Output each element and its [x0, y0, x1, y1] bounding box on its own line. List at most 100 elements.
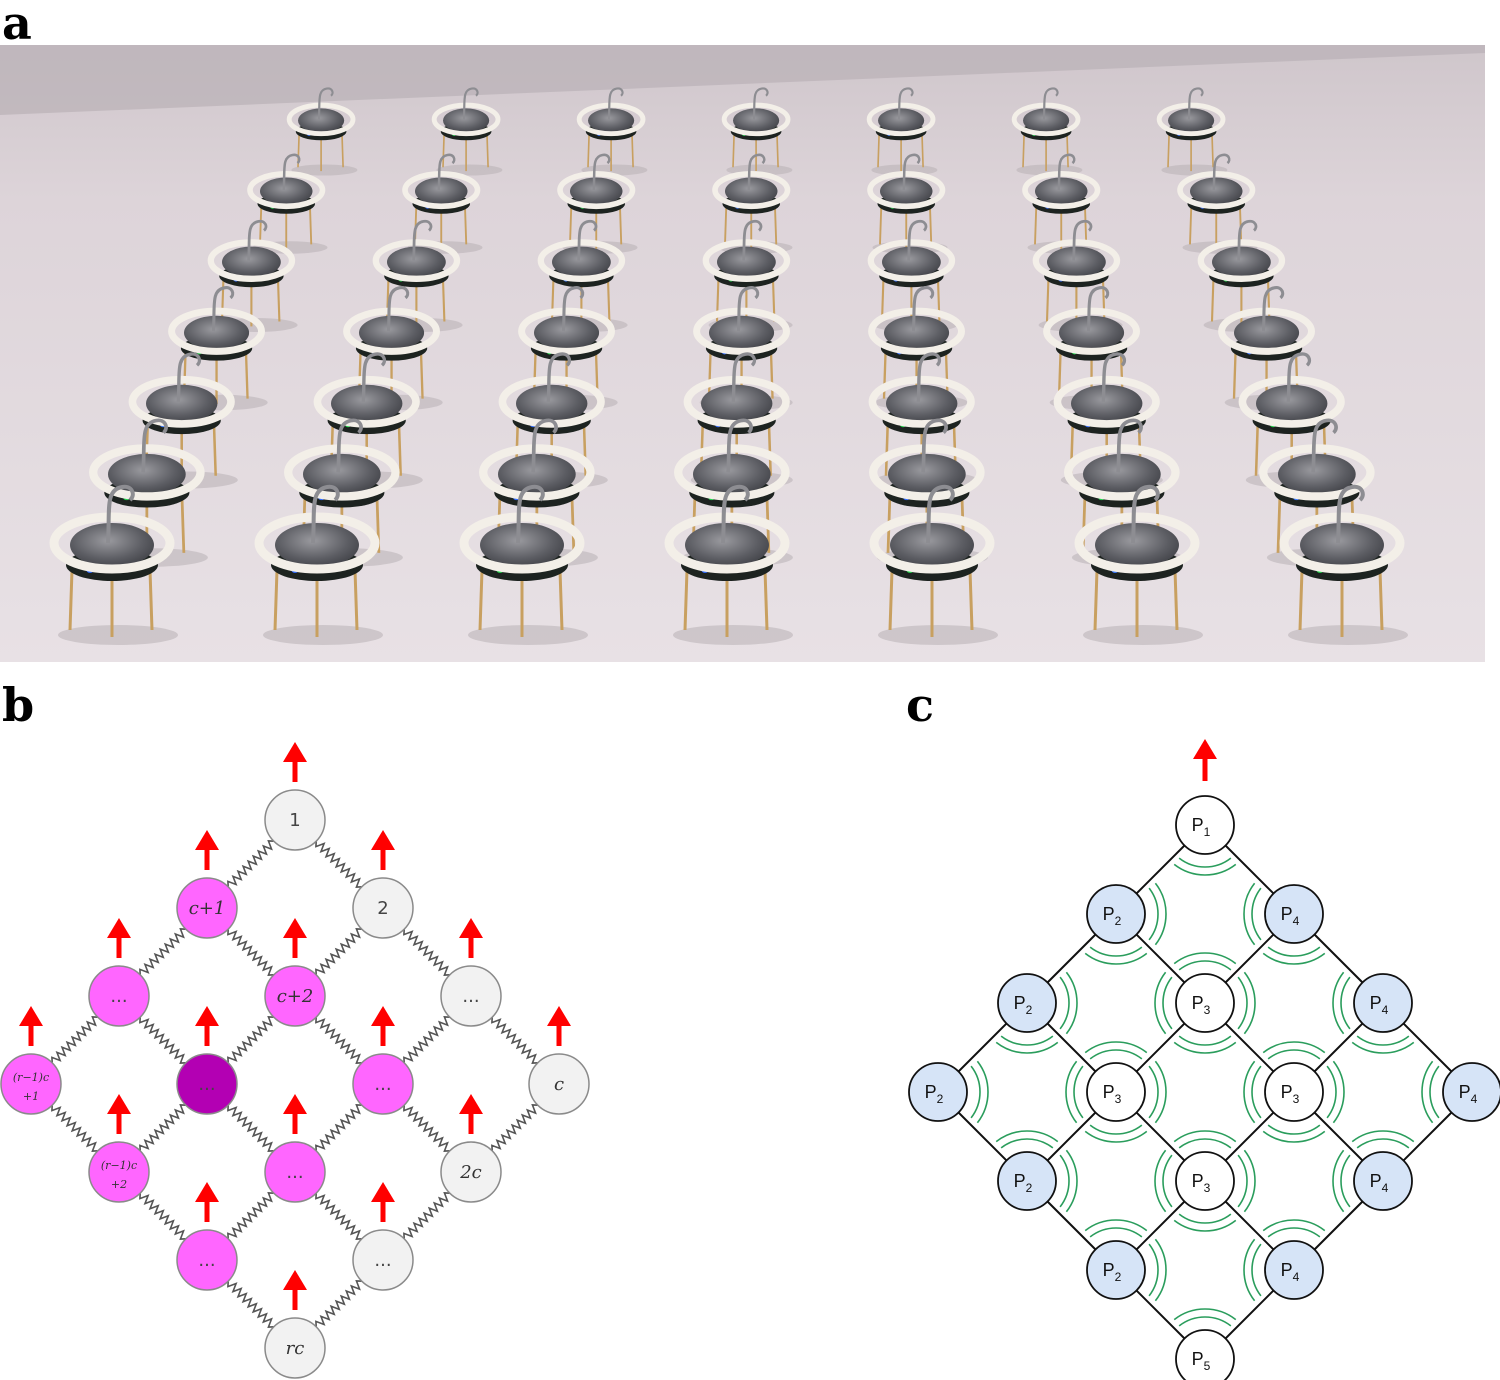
node-label: c+1: [189, 898, 226, 919]
lattice-node: [176, 1053, 238, 1115]
robot-shadow: [673, 625, 793, 645]
angle-arc: [1162, 976, 1173, 1030]
robot-battery: [1023, 108, 1070, 133]
node-label-main: P: [1192, 1349, 1204, 1369]
robot: [576, 87, 648, 176]
robot-battery: [443, 108, 490, 133]
robot-ring: [343, 307, 440, 355]
robot-battery: [516, 384, 588, 423]
robot-leg: [464, 206, 468, 245]
node-label: c+2: [277, 986, 314, 1007]
robot-wire-arm: [531, 418, 558, 473]
robot-wire-arm: [211, 286, 235, 332]
node-label: rc: [286, 1338, 305, 1359]
angle-arc: [1237, 976, 1248, 1030]
robot-wire-arm: [546, 352, 572, 402]
robot-leg: [1022, 134, 1025, 168]
robot-leg: [1189, 206, 1193, 245]
node-label: P4: [1370, 1171, 1389, 1195]
node-label-subscript: 1: [1204, 825, 1211, 839]
node-label: 1: [289, 810, 300, 831]
lattice-node: [264, 965, 326, 1027]
angle-arc: [1262, 1219, 1326, 1232]
robot: [402, 153, 483, 254]
spring: [227, 1192, 274, 1239]
lattice-node: [440, 965, 502, 1027]
node-label-subscript: 3: [1204, 1181, 1211, 1195]
node-label: ...: [374, 1250, 391, 1271]
robot-swarm-photo: [0, 45, 1485, 662]
robot-battery: [1278, 453, 1356, 495]
robot-wire-arm: [607, 87, 624, 120]
angle-arc: [1332, 971, 1345, 1035]
angle-arc: [1267, 1227, 1321, 1238]
lattice-node: [264, 1141, 326, 1203]
node-label: P2: [925, 1082, 944, 1106]
spring: [227, 1281, 274, 1328]
arrow-head: [195, 830, 219, 850]
node-label: 2c: [459, 1162, 482, 1183]
robot-battery: [480, 523, 564, 567]
robot-leg: [619, 206, 623, 245]
robot: [1156, 87, 1228, 176]
robot-wire-arm: [282, 153, 301, 191]
lattice-node: [997, 1151, 1057, 1211]
robot: [1279, 484, 1408, 645]
robot-leg: [767, 424, 772, 476]
robot-battery: [888, 453, 966, 495]
angle-arc: [1178, 960, 1232, 971]
robot-leg: [1093, 569, 1099, 631]
angle-arc: [1162, 1154, 1173, 1208]
node-label-subscript: 4: [1382, 1181, 1389, 1195]
robot-leg: [1066, 134, 1069, 168]
angle-arc: [1084, 1041, 1148, 1054]
node-label-subscript: 4: [1293, 914, 1300, 928]
arrow-head: [371, 1006, 395, 1026]
lattice-node: [0, 1053, 62, 1115]
robot-leg: [180, 497, 186, 553]
robot-battery: [275, 523, 359, 567]
robot-ring: [868, 307, 965, 355]
robot-leg: [569, 206, 573, 245]
robot-battery: [146, 384, 218, 423]
spring: [315, 1193, 362, 1240]
robot-wire-arm: [106, 484, 135, 544]
robot-ring: [1197, 239, 1286, 282]
robot-ring: [1053, 375, 1160, 428]
robot-ring: [498, 375, 605, 428]
node-label-subscript: 4: [1382, 1003, 1389, 1017]
node-label-main: P: [1103, 1260, 1115, 1280]
robot-wire-arm: [516, 484, 545, 544]
spring-links: [51, 840, 538, 1328]
robot-ring: [128, 375, 235, 428]
angle-arc: [1084, 1219, 1148, 1232]
lattice-node: [1175, 795, 1235, 855]
robot-ring: [1074, 512, 1200, 574]
angle-arc: [1251, 887, 1262, 941]
node-label: P4: [1459, 1082, 1478, 1106]
robot-wire-arm: [1131, 484, 1160, 544]
robot-leg: [1084, 206, 1088, 245]
robot-wire-arm: [731, 352, 757, 402]
robot: [128, 352, 238, 489]
angle-arc: [1429, 1065, 1440, 1119]
robot-wire-arm: [317, 87, 334, 120]
robot-ring: [207, 239, 296, 282]
lattice-node: [1175, 1329, 1235, 1380]
robot-leg: [1298, 569, 1304, 631]
node-label-main: P: [1370, 993, 1382, 1013]
robot-ring: [693, 307, 790, 355]
robot-leg: [732, 134, 735, 168]
robot-ring: [1279, 512, 1405, 574]
robot-wire-arm: [311, 484, 340, 544]
robot-wire-arm: [592, 153, 611, 191]
robot-wire-arm: [1212, 153, 1231, 191]
node-label-subscript: 4: [1293, 1270, 1300, 1284]
lattice-node: [264, 789, 326, 851]
robot-leg: [148, 569, 154, 631]
robot-wire-arm: [336, 418, 363, 473]
robot-wire-arm: [577, 219, 598, 261]
robot-ring: [479, 444, 595, 501]
robot-battery: [1168, 108, 1215, 133]
angle-arc: [1243, 1238, 1256, 1302]
